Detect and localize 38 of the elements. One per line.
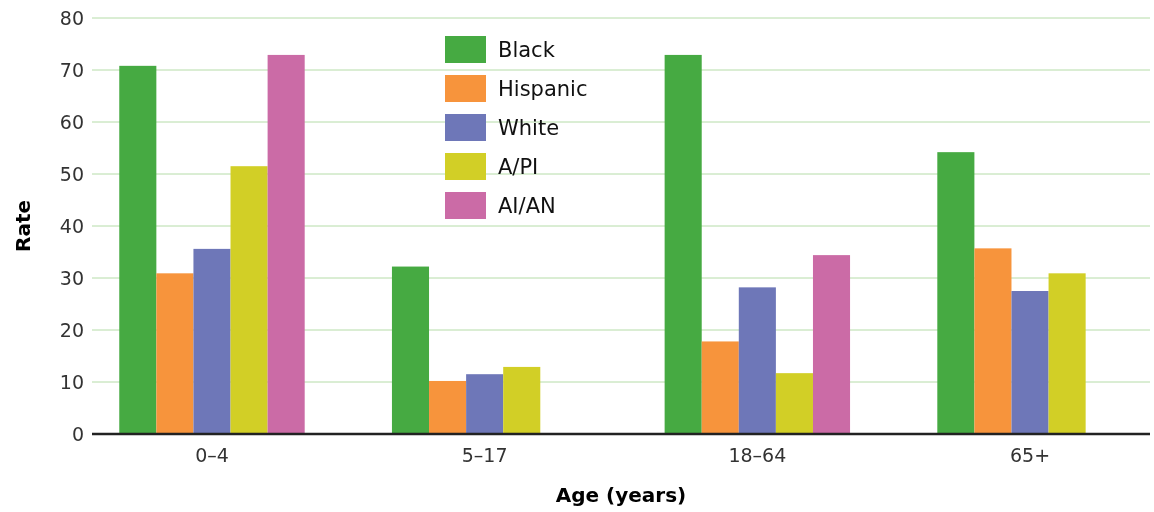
bar xyxy=(156,273,194,434)
bar xyxy=(391,266,430,434)
legend-label: White xyxy=(498,116,560,141)
bar xyxy=(1011,291,1049,434)
y-tick-label: 70 xyxy=(59,58,84,81)
bar xyxy=(937,152,975,434)
bar xyxy=(193,248,231,434)
bar xyxy=(1048,273,1086,434)
bar xyxy=(503,366,541,434)
legend-label: Hispanic xyxy=(498,77,588,102)
y-tick-label: 0 xyxy=(71,422,84,445)
y-tick-label: 60 xyxy=(59,110,84,133)
bar xyxy=(466,374,504,434)
bar xyxy=(230,166,268,434)
bar xyxy=(974,248,1012,434)
bar xyxy=(429,380,467,434)
bar xyxy=(119,65,157,434)
y-tick-label: 30 xyxy=(59,266,84,289)
x-axis-title: Age (years) xyxy=(555,483,687,507)
bar xyxy=(664,54,702,434)
bar xyxy=(775,373,813,434)
bar xyxy=(738,287,776,434)
legend-label: Black xyxy=(498,38,556,63)
y-tick-label: 20 xyxy=(59,318,84,341)
x-tick-label: 65+ xyxy=(1009,444,1051,466)
y-axis-title: Rate xyxy=(11,199,35,253)
y-tick-label: 50 xyxy=(59,162,84,185)
legend-label: A/PI xyxy=(498,155,539,180)
bar xyxy=(812,255,851,434)
bar xyxy=(267,54,305,434)
y-tick-label: 10 xyxy=(59,370,84,393)
legend-label: AI/AN xyxy=(498,194,556,219)
bar xyxy=(701,341,739,434)
x-tick-label: 18–64 xyxy=(728,444,787,466)
x-tick-label: 5–17 xyxy=(461,444,508,466)
x-tick-label: 0–4 xyxy=(195,444,229,466)
y-tick-label: 40 xyxy=(59,214,84,237)
y-tick-label: 80 xyxy=(59,6,84,29)
